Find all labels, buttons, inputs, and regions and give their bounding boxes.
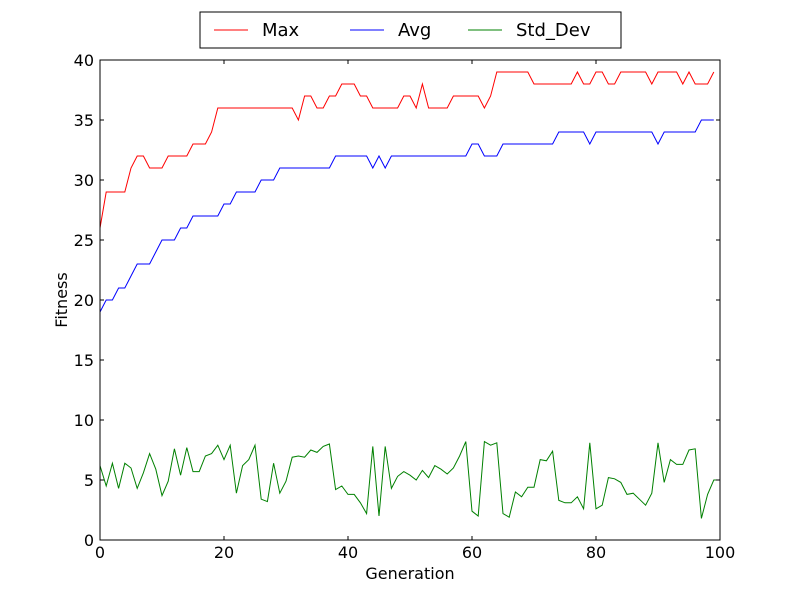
x-axis-label: Generation [365, 564, 454, 583]
series-line-std-dev [99, 440, 720, 519]
series-line-max [99, 70, 715, 229]
x-tick-label: 40 [338, 543, 358, 562]
y-tick-label: 40 [74, 51, 94, 70]
legend: Max Avg Std_Dev [199, 11, 622, 49]
legend-label: Max [262, 20, 300, 41]
legend-label: Avg [398, 20, 431, 41]
y-tick-label: 5 [84, 471, 94, 490]
x-tick-label: 0 [95, 543, 105, 562]
legend-box [199, 11, 622, 49]
y-tick-label: 15 [74, 351, 94, 370]
series-layer [99, 70, 720, 519]
series-line-avg [99, 119, 714, 313]
y-tick-label: 20 [74, 291, 94, 310]
x-tick-label: 20 [214, 543, 234, 562]
x-tick-label: 60 [462, 543, 482, 562]
y-tick-label: 10 [74, 411, 94, 430]
x-tick-label: 80 [586, 543, 606, 562]
y-axis-label: Fitness [52, 272, 71, 327]
x-tick-label: 100 [705, 543, 736, 562]
y-tick-label: 0 [84, 531, 94, 550]
y-tick-label: 30 [74, 171, 94, 190]
legend-label: Std_Dev [516, 20, 591, 41]
ticks-layer: 0 20 40 60 80 100 0 5 10 15 20 25 30 35 40 [74, 51, 736, 562]
y-tick-label: 35 [74, 111, 94, 130]
y-tick-label: 25 [74, 231, 94, 250]
